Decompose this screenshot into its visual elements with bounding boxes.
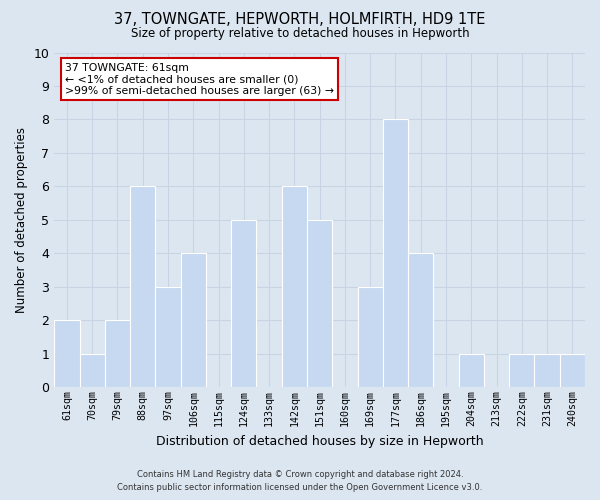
- Bar: [358, 287, 383, 388]
- Bar: [105, 320, 130, 388]
- Text: 37, TOWNGATE, HEPWORTH, HOLMFIRTH, HD9 1TE: 37, TOWNGATE, HEPWORTH, HOLMFIRTH, HD9 1…: [115, 12, 485, 28]
- Bar: [408, 254, 433, 388]
- Bar: [535, 354, 560, 388]
- Bar: [509, 354, 535, 388]
- Bar: [130, 186, 155, 388]
- Bar: [383, 120, 408, 388]
- Bar: [458, 354, 484, 388]
- Bar: [80, 354, 105, 388]
- Y-axis label: Number of detached properties: Number of detached properties: [15, 127, 28, 313]
- X-axis label: Distribution of detached houses by size in Hepworth: Distribution of detached houses by size …: [156, 434, 484, 448]
- Bar: [231, 220, 256, 388]
- Text: Contains HM Land Registry data © Crown copyright and database right 2024.
Contai: Contains HM Land Registry data © Crown c…: [118, 470, 482, 492]
- Bar: [181, 254, 206, 388]
- Bar: [307, 220, 332, 388]
- Bar: [282, 186, 307, 388]
- Text: Size of property relative to detached houses in Hepworth: Size of property relative to detached ho…: [131, 28, 469, 40]
- Bar: [155, 287, 181, 388]
- Bar: [560, 354, 585, 388]
- Text: 37 TOWNGATE: 61sqm
← <1% of detached houses are smaller (0)
>99% of semi-detache: 37 TOWNGATE: 61sqm ← <1% of detached hou…: [65, 62, 334, 96]
- Bar: [54, 320, 80, 388]
